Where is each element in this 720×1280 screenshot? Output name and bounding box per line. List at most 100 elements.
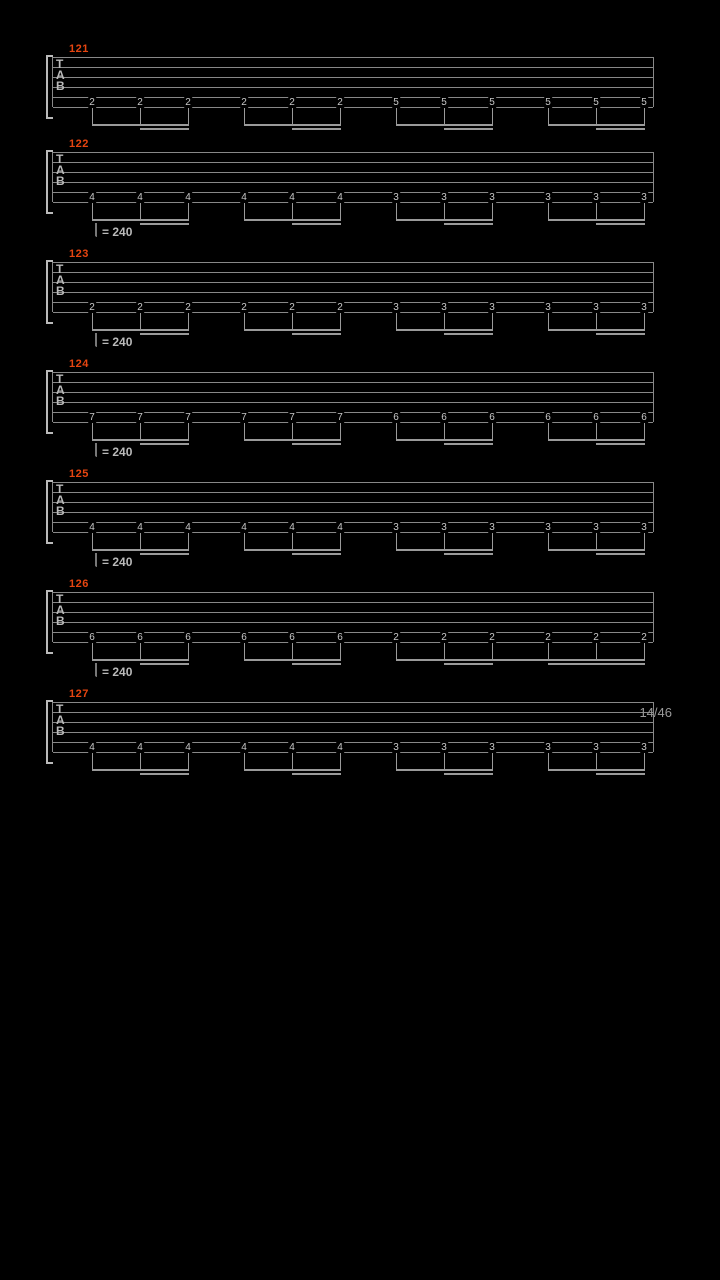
fret-number: 3 — [592, 192, 600, 203]
staff-line — [53, 592, 653, 593]
fret-number: 6 — [392, 412, 400, 423]
fret-number: 6 — [240, 632, 248, 643]
tempo-value: = 240 — [102, 555, 132, 569]
fret-number: 3 — [544, 192, 552, 203]
fret-number: 6 — [288, 632, 296, 643]
tab-clef-label: TAB — [56, 374, 66, 407]
measure-number: 122 — [69, 138, 89, 150]
fret-number: 7 — [336, 412, 344, 423]
staff-line — [53, 262, 653, 263]
beam-secondary — [292, 663, 341, 665]
fret-number: 7 — [136, 412, 144, 423]
fret-number: 2 — [336, 302, 344, 313]
staff-line — [53, 87, 653, 88]
beam-group — [52, 423, 652, 449]
beam — [92, 549, 189, 551]
beam-secondary — [292, 773, 341, 775]
measure-block: = 240124TAB777777666666 — [52, 360, 652, 410]
staff-line — [53, 372, 653, 373]
beam-group — [52, 203, 652, 229]
measure-number: 123 — [69, 248, 89, 260]
beam-secondary — [596, 333, 645, 335]
tab-clef-label: TAB — [56, 154, 66, 187]
fret-number: 4 — [240, 192, 248, 203]
measures-container: 121TAB222222555555122TAB444444333333= 24… — [0, 45, 720, 740]
fret-number: 3 — [392, 522, 400, 533]
note-row: 777777666666 — [52, 412, 652, 422]
measure-block: = 240126TAB666666222222 — [52, 580, 652, 630]
fret-number: 3 — [592, 742, 600, 753]
fret-number: 2 — [88, 302, 96, 313]
quarter-note-icon — [88, 442, 98, 462]
staff-line — [53, 602, 653, 603]
staff-line — [53, 712, 653, 713]
fret-number: 3 — [544, 522, 552, 533]
fret-number: 4 — [184, 192, 192, 203]
beam-group — [52, 643, 652, 669]
tab-page: 121TAB222222555555122TAB444444333333= 24… — [0, 0, 720, 740]
fret-number: 5 — [440, 97, 448, 108]
fret-number: 2 — [440, 632, 448, 643]
beam — [244, 659, 341, 661]
staff-line — [53, 612, 653, 613]
beam-group — [52, 108, 652, 134]
beam — [92, 659, 189, 661]
beam-secondary — [444, 333, 493, 335]
staff-line — [53, 392, 653, 393]
measure-number: 125 — [69, 468, 89, 480]
beam-secondary — [140, 128, 189, 130]
fret-number: 4 — [136, 192, 144, 203]
fret-number: 2 — [488, 632, 496, 643]
beam — [548, 329, 645, 331]
fret-number: 4 — [88, 742, 96, 753]
fret-number: 3 — [592, 522, 600, 533]
beam-secondary — [444, 663, 493, 665]
beam-secondary — [140, 443, 189, 445]
staff-line — [53, 732, 653, 733]
beam — [396, 439, 493, 441]
beam-secondary — [444, 773, 493, 775]
fret-number: 2 — [288, 302, 296, 313]
beam-secondary — [292, 443, 341, 445]
beam-secondary — [444, 128, 493, 130]
staff-line — [53, 502, 653, 503]
tempo-value: = 240 — [102, 445, 132, 459]
staff-line — [53, 162, 653, 163]
measure-block: = 240125TAB444444333333 — [52, 470, 652, 520]
page-number: 14/46 — [639, 705, 672, 720]
fret-number: 3 — [544, 302, 552, 313]
beam — [244, 549, 341, 551]
measure-block: = 240123TAB222222333333 — [52, 250, 652, 300]
beam — [548, 549, 645, 551]
fret-number: 4 — [240, 522, 248, 533]
fret-number: 3 — [392, 302, 400, 313]
staff-line — [53, 482, 653, 483]
beam-group — [52, 753, 652, 779]
beam — [244, 124, 341, 126]
fret-number: 2 — [184, 97, 192, 108]
beam-secondary — [596, 128, 645, 130]
fret-number: 3 — [640, 302, 648, 313]
beam — [548, 124, 645, 126]
staff-line — [53, 57, 653, 58]
fret-number: 7 — [88, 412, 96, 423]
fret-number: 2 — [288, 97, 296, 108]
measure-block: 121TAB222222555555 — [52, 45, 652, 95]
fret-number: 5 — [488, 97, 496, 108]
fret-number: 4 — [136, 742, 144, 753]
measure-number: 121 — [69, 43, 89, 55]
beam-secondary — [596, 443, 645, 445]
beam-secondary — [596, 223, 645, 225]
beam-secondary — [548, 663, 597, 665]
quarter-note-icon — [88, 222, 98, 242]
fret-number: 3 — [488, 192, 496, 203]
fret-number: 6 — [488, 412, 496, 423]
fret-number: 4 — [136, 522, 144, 533]
beam — [92, 124, 189, 126]
fret-number: 5 — [392, 97, 400, 108]
fret-number: 4 — [288, 192, 296, 203]
note-row: 222222555555 — [52, 97, 652, 107]
fret-number: 2 — [640, 632, 648, 643]
measure-block: 122TAB444444333333 — [52, 140, 652, 190]
beam-group — [52, 533, 652, 559]
